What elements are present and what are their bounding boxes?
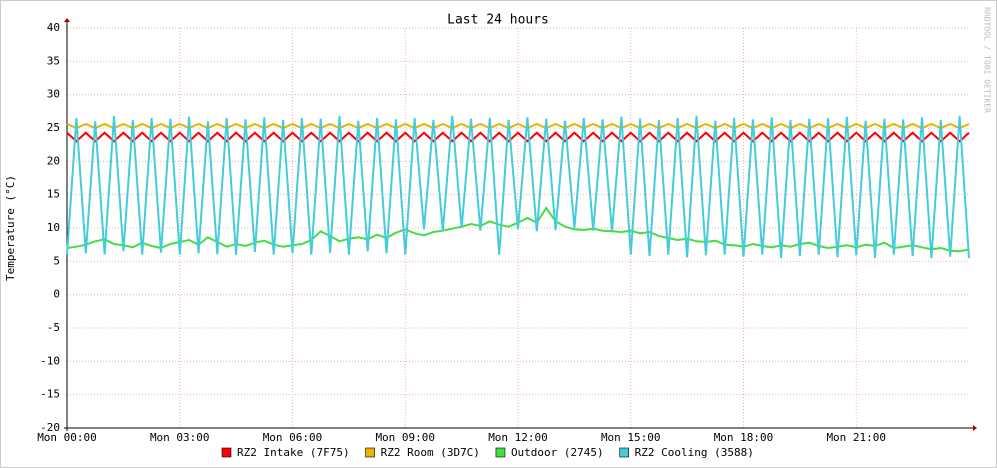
y-tick-label: 0	[53, 288, 60, 301]
y-tick-label: 5	[53, 254, 60, 267]
x-tick-label: Mon 03:00	[150, 431, 210, 444]
y-tick-label: 40	[47, 21, 60, 34]
x-tick-label: Mon 21:00	[826, 431, 886, 444]
series-line	[66, 122, 970, 130]
y-tick-label: 30	[47, 88, 60, 101]
y-tick-label: 35	[47, 54, 60, 67]
side-note: RRDTOOL / TOBI OETIKER	[983, 7, 992, 113]
x-tick-label: Mon 15:00	[601, 431, 661, 444]
y-tick-label: 25	[47, 121, 60, 134]
x-tick-label: Mon 18:00	[714, 431, 774, 444]
legend-swatch	[365, 447, 375, 458]
y-tick-label: -15	[40, 388, 60, 401]
y-tick-label: -20	[40, 421, 60, 434]
x-tick-label: Mon 12:00	[488, 431, 548, 444]
legend-swatch	[495, 447, 506, 458]
legend-label: RZ2 Intake (7F75)	[237, 446, 350, 459]
legend-label: RZ2 Cooling (3588)	[635, 446, 754, 459]
y-tick-label: 10	[47, 221, 60, 234]
y-axis-label: Temperature (°C)	[4, 175, 17, 281]
y-tick-label: 15	[47, 188, 60, 201]
axis-arrow	[64, 18, 70, 22]
axis-arrow	[973, 425, 977, 431]
x-tick-label: Mon 00:00	[37, 431, 97, 444]
x-tick-label: Mon 09:00	[375, 431, 435, 444]
legend-label: Outdoor (2745)	[511, 446, 604, 459]
legend-swatch	[221, 447, 232, 458]
legend-label: RZ2 Room (3D7C)	[381, 446, 480, 459]
y-tick-label: -5	[47, 321, 60, 334]
y-tick-label: 20	[47, 154, 60, 167]
series-line	[66, 115, 970, 259]
legend-swatch	[619, 447, 629, 458]
series-line	[66, 131, 970, 143]
y-tick-label: -10	[40, 354, 60, 367]
chart-title: Last 24 hours	[447, 13, 549, 28]
x-tick-label: Mon 06:00	[263, 431, 323, 444]
